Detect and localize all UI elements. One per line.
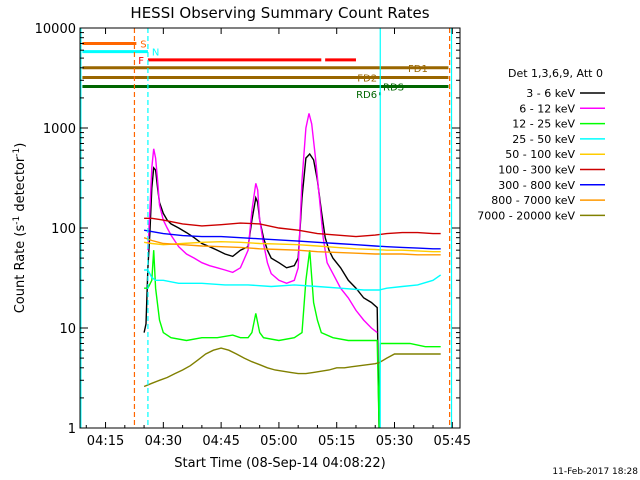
x-axis-label: Start Time (08-Sep-14 04:08:22) — [174, 456, 385, 471]
series-line-1 — [147, 113, 378, 334]
flag-label-1: N — [152, 48, 159, 59]
y-axis-label-end: ) — [13, 143, 28, 148]
legend-label-5: 100 - 300 keV — [498, 164, 575, 177]
legend-header: Det 1,3,6,9, Att 0 — [508, 67, 603, 80]
y-tick-label-3: 1000 — [43, 122, 76, 137]
flag-label-4: FD1 — [408, 64, 428, 75]
series-line-6 — [143, 229, 441, 250]
legend-label-0: 3 - 6 keV — [526, 87, 575, 100]
y-axis-label-mid: detector — [13, 156, 28, 216]
series-line-8 — [143, 347, 441, 388]
series-line-5 — [144, 217, 441, 238]
x-tick-label-4: 05:15 — [318, 434, 355, 449]
footer-date: 11-Feb-2017 18:28 — [552, 467, 638, 477]
observing-flags: SNF FD1 FD2 RDS RD6 — [82, 39, 449, 101]
x-tick-label-5: 05:30 — [376, 434, 413, 449]
legend-label-8: 7000 - 20000 keV — [477, 209, 575, 222]
y-tick-label-2: 100 — [51, 222, 76, 237]
legend-label-7: 800 - 7000 keV — [491, 194, 575, 207]
series-line-4 — [143, 240, 441, 253]
x-tick-label-0: 04:15 — [87, 434, 124, 449]
y-axis-label-sup: -1 — [12, 216, 22, 225]
flag-label-5: FD2 — [357, 73, 377, 84]
y-axis-label-main: Count Rate (s — [13, 225, 28, 314]
y-axis-label-sup2: -1 — [12, 148, 22, 157]
x-axis-ticks: 04:15 04:30 04:45 05:00 05:15 05:30 05:45 — [85, 28, 471, 449]
series-line-7 — [143, 237, 441, 256]
legend-label-1: 6 - 12 keV — [519, 102, 575, 115]
flag-label-2: F — [138, 56, 144, 67]
legend-label-2: 12 - 25 keV — [512, 118, 575, 131]
legend: Det 1,3,6,9, Att 0 3 - 6 keV 6 - 12 keV 12… — [477, 67, 605, 222]
flag-label-7: RD6 — [356, 90, 377, 101]
y-axis-label: Count Rate (s-1 detector-1) — [12, 143, 28, 314]
series-line-2 — [144, 250, 441, 429]
series-lines — [143, 113, 442, 429]
y-tick-label-1: 10 — [59, 322, 76, 337]
x-tick-label-1: 04:30 — [145, 434, 182, 449]
legend-label-3: 25 - 50 keV — [512, 133, 575, 146]
x-tick-label-2: 04:45 — [202, 434, 239, 449]
legend-label-4: 50 - 100 keV — [505, 148, 575, 161]
x-tick-label-6: 05:45 — [434, 434, 471, 449]
y-tick-label-0: 1 — [68, 422, 76, 437]
flag-label-6: RDS — [383, 83, 404, 94]
y-axis-ticks: 1 10 100 1000 10000 — [35, 22, 460, 437]
series-line-0 — [143, 152, 380, 429]
series-line-3 — [144, 269, 442, 291]
y-tick-label-4: 10000 — [35, 22, 76, 37]
x-tick-label-3: 05:00 — [260, 434, 297, 449]
flag-label-0: S — [140, 39, 146, 50]
chart-title: HESSI Observing Summary Count Rates — [130, 4, 429, 22]
legend-label-6: 300 - 800 keV — [498, 179, 575, 192]
